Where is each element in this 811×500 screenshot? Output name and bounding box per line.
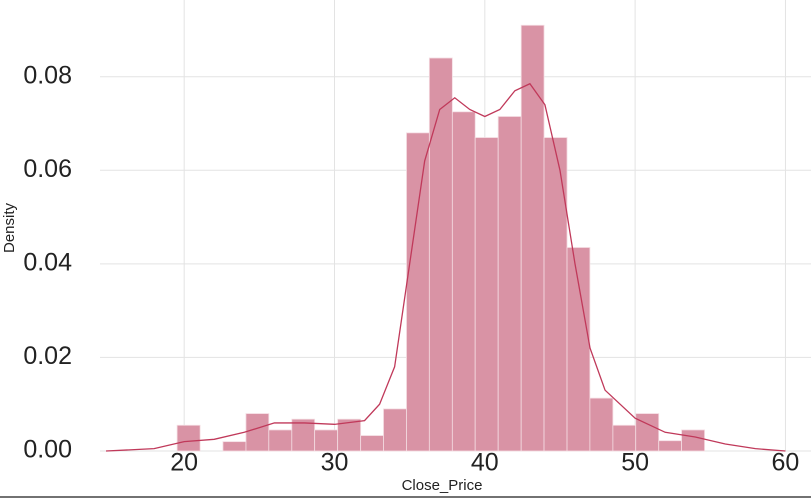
bar xyxy=(635,413,660,452)
bar xyxy=(658,440,682,452)
bar xyxy=(566,247,591,452)
x-axis-label: Close_Price xyxy=(402,477,483,494)
x-tick-label: 40 xyxy=(471,449,499,477)
bar xyxy=(612,424,637,452)
bar xyxy=(383,408,407,452)
bar xyxy=(589,397,614,452)
bar xyxy=(337,418,362,452)
x-tick-label: 30 xyxy=(321,449,349,477)
bar xyxy=(428,57,453,452)
bar xyxy=(245,413,270,452)
bar xyxy=(451,111,476,452)
x-tick-label: 60 xyxy=(772,449,800,477)
bar xyxy=(222,441,247,452)
y-tick-label: 0.02 xyxy=(23,342,72,370)
y-tick-label: 0.04 xyxy=(23,248,72,276)
kde-line xyxy=(105,82,786,452)
bar xyxy=(543,137,568,452)
bar xyxy=(314,429,339,452)
y-tick-label: 0.06 xyxy=(23,155,72,183)
x-tick-label: 50 xyxy=(621,449,649,477)
y-axis-label: Density xyxy=(1,202,18,253)
bar xyxy=(520,24,545,452)
bar xyxy=(681,429,705,452)
bar xyxy=(291,418,316,452)
bar xyxy=(497,116,522,452)
bar xyxy=(360,435,384,452)
x-tick-label: 20 xyxy=(170,449,198,477)
y-tick-label: 0.00 xyxy=(23,436,72,464)
bar xyxy=(406,132,430,452)
bar xyxy=(176,424,201,452)
bar xyxy=(268,429,293,452)
y-tick-label: 0.08 xyxy=(23,61,72,89)
bar xyxy=(474,137,499,452)
